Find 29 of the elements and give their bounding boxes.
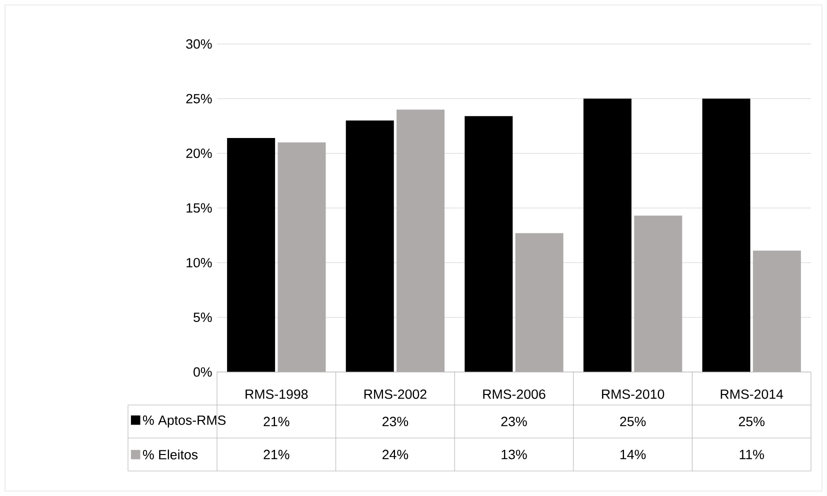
data-label: 25% — [738, 416, 764, 426]
data-label: 24% — [382, 450, 408, 460]
bar — [702, 98, 750, 372]
x-tick-label: RMS-2014 — [720, 389, 784, 399]
bar — [583, 98, 632, 372]
legend-label: % Eleitos — [142, 450, 198, 460]
bar — [346, 120, 394, 372]
data-label: 21% — [264, 416, 290, 426]
y-tick-label: 20% — [186, 148, 212, 158]
data-label: 23% — [501, 416, 527, 426]
data-label: 13% — [502, 450, 527, 460]
bar — [464, 116, 513, 372]
bar — [227, 138, 276, 372]
y-tick-label: 5% — [194, 312, 212, 322]
x-tick-label: RMS-2002 — [364, 389, 426, 399]
x-tick-label: RMS-2010 — [602, 389, 664, 399]
data-label: 11% — [740, 450, 764, 460]
x-tick-label: RMS-2006 — [483, 389, 546, 399]
y-tick-label: 0% — [194, 367, 212, 377]
data-label: 21% — [264, 450, 290, 460]
data-label: 23% — [382, 416, 408, 426]
data-label: 25% — [620, 416, 646, 426]
y-tick-label: 15% — [186, 203, 212, 213]
legend-label: % Aptos-RMS — [142, 415, 226, 428]
y-tick-label: 30% — [186, 39, 212, 49]
y-tick-label: 25% — [186, 94, 212, 104]
x-tick-label: RMS-1998 — [246, 389, 308, 399]
data-label: 14% — [620, 450, 646, 460]
y-tick-label: 10% — [186, 258, 212, 268]
